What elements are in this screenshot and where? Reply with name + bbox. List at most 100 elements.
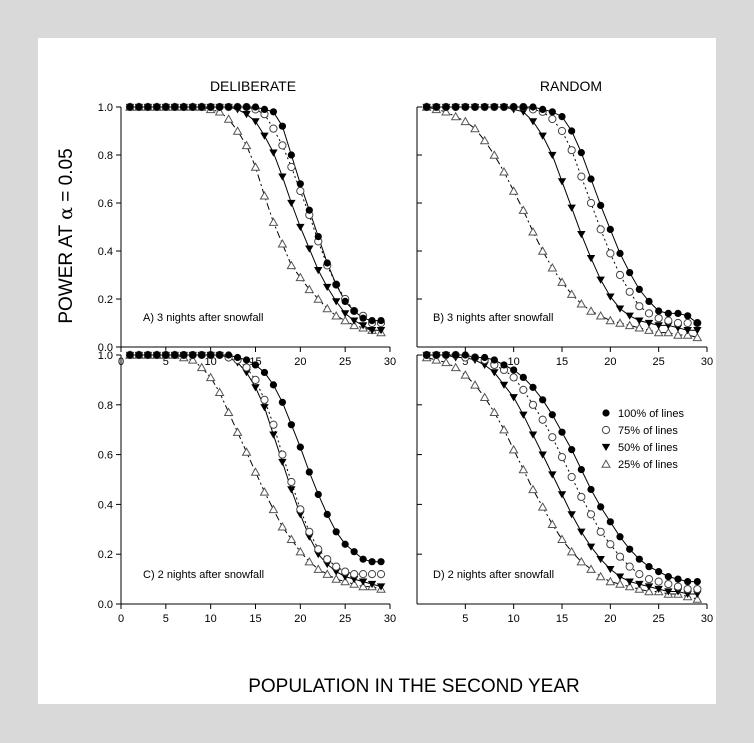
data-point xyxy=(586,564,596,573)
data-point xyxy=(241,140,252,150)
data-point xyxy=(349,317,359,325)
data-point xyxy=(596,556,605,564)
data-point xyxy=(323,561,332,569)
data-point xyxy=(644,583,654,591)
data-point xyxy=(314,490,322,499)
data-point xyxy=(461,103,469,111)
data-point xyxy=(557,452,567,462)
panel-c: 0.0 0.2 0.4 0.6 0.8 1.0 0 5 10 15 20 25 30 C) 2 night… xyxy=(98,350,396,625)
x-tick-label: 5 xyxy=(163,613,169,625)
data-point xyxy=(278,458,287,467)
data-point xyxy=(548,433,557,442)
data-point xyxy=(654,314,663,323)
data-point xyxy=(480,361,489,369)
data-point xyxy=(684,312,692,320)
data-point xyxy=(692,332,703,342)
data-point xyxy=(635,302,644,311)
data-point xyxy=(431,355,442,364)
data-point xyxy=(189,103,197,111)
data-point xyxy=(654,322,663,330)
legend-label: 25% of lines xyxy=(618,459,678,471)
x-tick-label: 15 xyxy=(556,356,568,368)
data-point xyxy=(558,113,566,121)
data-point xyxy=(376,327,386,335)
data-point xyxy=(539,396,547,404)
y-tick-label: 0.4 xyxy=(98,246,113,258)
y-tick-label: 1.0 xyxy=(98,350,113,362)
legend-marker xyxy=(601,459,611,468)
data-point xyxy=(567,204,576,212)
data-point xyxy=(470,380,480,389)
data-point xyxy=(323,510,331,518)
data-point xyxy=(314,545,323,554)
data-point xyxy=(278,141,287,150)
data-point xyxy=(635,317,644,325)
data-point xyxy=(634,584,645,593)
data-point xyxy=(624,320,635,330)
data-point xyxy=(587,485,595,494)
data-point xyxy=(645,297,653,305)
data-point xyxy=(376,583,386,591)
data-point xyxy=(615,305,625,313)
data-point xyxy=(606,540,615,549)
data-point xyxy=(180,351,188,359)
x-tick-label: 10 xyxy=(205,613,217,625)
data-point xyxy=(368,558,376,566)
data-point xyxy=(693,584,702,594)
data-point xyxy=(529,103,537,111)
data-point xyxy=(683,318,692,328)
legend-label: 50% of lines xyxy=(618,442,678,454)
data-point xyxy=(189,351,197,359)
data-point xyxy=(225,103,233,111)
x-tick-label: 15 xyxy=(556,613,568,625)
data-point xyxy=(558,428,566,436)
data-point xyxy=(595,571,606,581)
data-point xyxy=(277,238,288,248)
data-point xyxy=(528,118,538,126)
data-point xyxy=(644,586,654,596)
data-point xyxy=(645,563,653,571)
data-point xyxy=(693,590,702,599)
data-point xyxy=(557,178,567,186)
data-point xyxy=(171,103,179,111)
data-point xyxy=(615,573,625,581)
data-point xyxy=(314,551,323,559)
data-point xyxy=(242,103,251,111)
data-point xyxy=(625,312,634,320)
data-point xyxy=(490,356,498,364)
data-point xyxy=(567,472,576,482)
data-point xyxy=(269,381,278,389)
data-point xyxy=(198,351,206,359)
data-point xyxy=(269,149,278,157)
data-point xyxy=(557,277,567,286)
data-point xyxy=(615,270,625,280)
data-point xyxy=(232,126,243,135)
y-tick-label: 0.2 xyxy=(98,294,113,306)
data-point xyxy=(510,366,518,374)
data-point xyxy=(358,578,368,586)
y-axis-label-prefix: POWER AT xyxy=(56,220,77,324)
data-point xyxy=(287,486,296,494)
legend: 100% of lines 75% of lines 50% of lines 25%… xyxy=(601,408,685,471)
data-point xyxy=(278,450,287,459)
data-point xyxy=(509,394,518,402)
data-point xyxy=(566,546,577,556)
data-point xyxy=(597,503,605,511)
data-point xyxy=(349,579,359,588)
x-tick-label: 25 xyxy=(339,613,351,625)
x-tick-label: 25 xyxy=(653,613,665,625)
data-point xyxy=(304,284,315,294)
x-tick-label: 5 xyxy=(462,613,468,625)
data-point xyxy=(557,491,567,499)
data-point xyxy=(340,310,350,318)
x-tick-label: 5 xyxy=(462,356,468,368)
data-point xyxy=(278,173,287,181)
data-point xyxy=(655,568,663,576)
data-point xyxy=(450,111,461,121)
data-point xyxy=(287,151,295,159)
data-point xyxy=(548,411,556,419)
data-point xyxy=(368,317,376,325)
series-line-3 xyxy=(426,354,698,595)
data-point xyxy=(519,385,528,394)
